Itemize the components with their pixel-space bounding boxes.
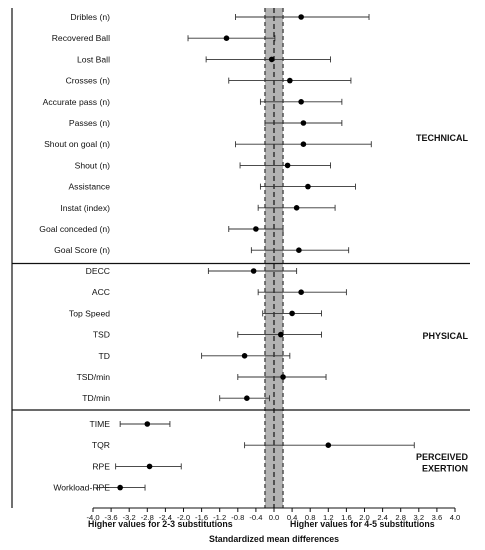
row-label: Goal conceded (n) xyxy=(39,224,110,234)
row-label: Workload-RPE xyxy=(53,483,110,493)
x-tick-label: -2.8 xyxy=(141,513,154,522)
row-label: Instat (index) xyxy=(60,203,110,213)
x-tick-label: -2.0 xyxy=(177,513,190,522)
row-label: Top Speed xyxy=(69,308,110,318)
x-tick-label: -2.4 xyxy=(159,513,172,522)
point-estimate xyxy=(284,162,291,169)
point-estimate xyxy=(241,353,248,359)
x-tick-label: -4.0 xyxy=(86,513,99,522)
row-label: TSD/min xyxy=(77,372,111,382)
row-label: Accurate pass (n) xyxy=(43,97,110,107)
row-label: Recovered Ball xyxy=(52,33,110,43)
x-tick-label: 0.4 xyxy=(287,513,298,522)
group-label: TECHNICAL xyxy=(416,133,468,143)
point-estimate xyxy=(298,99,304,105)
point-estimate xyxy=(289,310,295,317)
row-label: Shout (n) xyxy=(75,160,110,170)
point-estimate xyxy=(277,331,284,338)
group-labels-layer: TECHNICAL PHYSICAL PERCEIVED EXERTION xyxy=(416,133,469,473)
group-label: PERCEIVED EXERTION xyxy=(416,452,469,473)
point-estimate xyxy=(300,120,307,126)
point-estimate xyxy=(250,268,257,274)
x-tick-label: 0.0 xyxy=(269,513,280,522)
row-label: Lost Ball xyxy=(77,54,110,64)
row-label: TD xyxy=(99,351,110,361)
point-estimate xyxy=(253,226,259,232)
x-tick-label: 4.0 xyxy=(450,513,461,522)
row-label: Goal Score (n) xyxy=(54,245,110,255)
x-tick-label: 3.2 xyxy=(414,513,425,522)
point-estimate xyxy=(305,183,311,190)
right-caption: Higher values for 4-5 substitutions xyxy=(290,519,435,529)
left-caption: Higher values for 2-3 substitutions xyxy=(88,519,233,529)
x-tick-label: 2.8 xyxy=(395,513,406,522)
row-label: ACC xyxy=(92,287,110,297)
x-axis-title: Standardized mean differences xyxy=(209,534,339,544)
point-estimate xyxy=(296,247,302,253)
row-label: Passes (n) xyxy=(69,118,110,128)
x-tick-label: 2.4 xyxy=(377,513,388,522)
x-tick-label: 0.8 xyxy=(305,513,316,522)
point-estimate xyxy=(280,374,286,380)
x-tick-label: -1.6 xyxy=(195,513,208,522)
row-label: Assistance xyxy=(68,182,110,192)
row-label: RPE xyxy=(92,461,110,471)
row-label: Shout on goal (n) xyxy=(44,139,110,149)
x-tick-label: 3.6 xyxy=(432,513,443,522)
point-estimate xyxy=(298,14,304,20)
x-tick-label: 1.2 xyxy=(323,513,334,522)
plot-frame xyxy=(11,8,470,508)
point-estimate xyxy=(117,484,123,491)
point-estimate xyxy=(300,141,307,147)
x-tick-label: -3.2 xyxy=(123,513,136,522)
point-estimate xyxy=(268,56,275,63)
x-tick-label: -1.2 xyxy=(213,513,226,522)
point-estimate xyxy=(244,395,250,402)
point-estimate xyxy=(287,77,293,84)
point-estimate xyxy=(325,442,332,449)
x-axis: -4.0 -3.6 -3.2 -2.8 -2.4 -2.0 -1.6 -1.2 -0.8 -0.4… xyxy=(86,507,461,522)
background-layer xyxy=(264,8,284,508)
group-label: PHYSICAL xyxy=(422,331,468,341)
row-label: DECC xyxy=(86,266,110,276)
row-label: TD/min xyxy=(82,393,110,403)
x-tick-label: -0.8 xyxy=(231,513,244,522)
rows-layer: Dribles (n) Recovered Ball Lost Ball Crosse… xyxy=(39,12,415,493)
point-estimate xyxy=(144,421,151,427)
row-label: Dribles (n) xyxy=(70,12,110,22)
x-tick-label: 2.0 xyxy=(359,513,370,522)
point-estimate xyxy=(223,35,230,41)
point-estimate xyxy=(146,463,153,470)
x-tick-label: 1.6 xyxy=(341,513,352,522)
row-label: TSD xyxy=(93,330,110,340)
point-estimate xyxy=(298,289,304,296)
x-tick-label: -3.6 xyxy=(105,513,118,522)
x-tick-label: -0.4 xyxy=(249,513,262,522)
point-estimate xyxy=(293,205,300,211)
row-label: Crosses (n) xyxy=(66,76,111,86)
row-label: TIME xyxy=(89,419,110,429)
row-label: TQR xyxy=(92,440,110,450)
